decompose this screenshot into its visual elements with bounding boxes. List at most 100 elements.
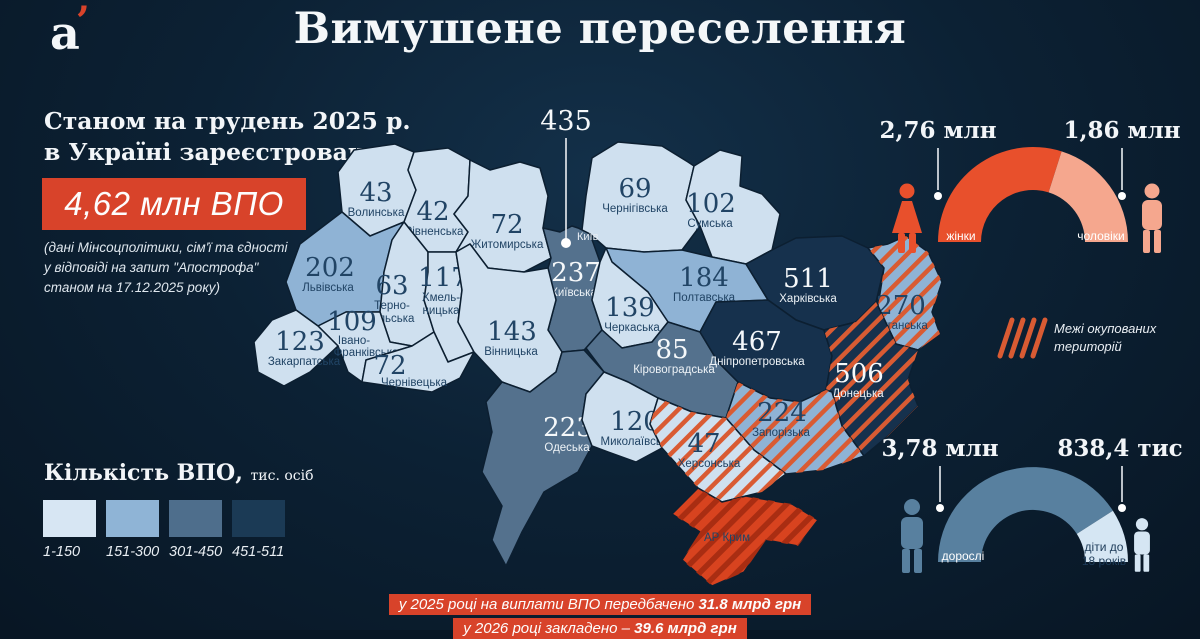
men-label: чоловіки <box>1077 229 1124 243</box>
footer-2026-text: у 2026 році закладено – <box>463 620 635 637</box>
gender-slice-men <box>1048 151 1128 242</box>
kyiv-city-label: Київ <box>577 231 599 243</box>
apostrophe-logo: а’ <box>50 0 94 60</box>
legend-label-2: 151-300 <box>106 544 160 560</box>
intro-line1: Станом на грудень 2025 р. <box>44 107 411 135</box>
svg-text:270: 270 <box>876 291 926 321</box>
svg-text:Львівська: Львівська <box>302 282 354 294</box>
age-slice-children <box>1076 510 1128 562</box>
children-label-line1: діти до <box>1085 540 1124 554</box>
svg-text:Сумська: Сумська <box>687 218 733 230</box>
legend-swatch-151-300 <box>106 500 159 537</box>
kyiv-city-callout: 435 Київ <box>540 106 599 248</box>
women-label: жінки <box>946 229 975 243</box>
occupied-territories-legend: Межі окупованих територій <box>997 317 1157 359</box>
adult-icon <box>901 499 923 573</box>
svg-text:102: 102 <box>686 189 736 219</box>
legend-label-3: 301-450 <box>169 544 223 560</box>
region-cherkaska: 139 Черкаська <box>591 247 669 349</box>
svg-text:72: 72 <box>373 351 406 381</box>
legend-unit: тис. осіб <box>250 468 314 484</box>
svg-text:43: 43 <box>359 178 392 208</box>
legend-label-4: 451-511 <box>232 544 285 560</box>
svg-text:42: 42 <box>416 197 449 227</box>
svg-text:Миколаївська: Миколаївська <box>600 436 674 448</box>
logo-apostrophe-icon: ’ <box>75 0 90 45</box>
gender-slice-women <box>938 146 1062 242</box>
svg-text:Рівненська: Рівненська <box>405 226 464 238</box>
region-odeska: 223 Одеська <box>481 349 605 567</box>
region-kyivska: 237 Київська <box>542 225 603 353</box>
svg-text:Вінницька: Вінницька <box>484 346 538 358</box>
svg-text:63: 63 <box>375 271 408 301</box>
footer-2026-amount: 39.6 млрд грн <box>634 620 737 637</box>
legend-label-1: 1-150 <box>43 544 81 560</box>
age-half-donut-chart: 3,78 млн 838,4 тис дорослі діти до 18 ро… <box>881 435 1183 573</box>
svg-text:Херсонська: Херсонська <box>678 458 741 470</box>
adults-value: 3,78 млн <box>881 435 998 462</box>
choropleth-legend-title: Кількість ВПО, тис. осіб <box>44 460 314 486</box>
occupied-legend-line2: територій <box>1054 339 1122 354</box>
kyiv-dot-icon <box>561 238 571 248</box>
region-zakarpatska: 123 Закарпатська <box>253 309 341 387</box>
svg-text:Терно-: Терно- <box>374 300 410 312</box>
svg-text:237: 237 <box>551 258 601 288</box>
legend-swatch-451-511 <box>232 500 285 537</box>
occupied-hatch-icon <box>997 317 1048 359</box>
region-lvivska: 202 Львівська <box>285 211 405 327</box>
svg-text:Житомирська: Житомирська <box>471 239 544 251</box>
svg-text:Донецька: Донецька <box>832 388 884 400</box>
svg-text:Запорізька: Запорізька <box>752 427 810 439</box>
svg-text:143: 143 <box>487 317 537 347</box>
legend-swatch-1-150 <box>43 500 96 537</box>
age-slice-adults <box>938 467 1113 562</box>
intro-line2: в Україні зареєстровано <box>44 138 381 166</box>
svg-text:467: 467 <box>732 327 782 357</box>
svg-text:506: 506 <box>834 359 884 389</box>
legend-title-text: Кількість ВПО, <box>44 460 243 486</box>
children-label-line2: 18 років <box>1082 554 1126 568</box>
svg-text:Чернівецька: Чернівецька <box>381 377 448 389</box>
svg-text:85: 85 <box>655 335 688 365</box>
child-icon <box>1134 518 1150 572</box>
kyiv-value: 435 <box>540 106 592 137</box>
svg-text:Одеська: Одеська <box>544 442 590 454</box>
source-note-line2: у відповіді на запит "Апострофа" <box>44 260 259 275</box>
svg-text:Черкаська: Черкаська <box>604 322 660 334</box>
region-donetska: 506 Донецька <box>823 301 919 457</box>
source-note-line3: станом на 17.12.2025 року) <box>44 280 220 295</box>
svg-text:69: 69 <box>618 174 651 204</box>
occupied-legend-line1: Межі окупованих <box>1054 321 1157 336</box>
svg-text:184: 184 <box>679 263 729 293</box>
svg-text:72: 72 <box>490 210 523 240</box>
idp-total-highlight: 4,62 млн ВПО <box>42 178 306 230</box>
region-khersonska: 47 Херсонська <box>649 397 787 503</box>
region-mykolaivska: 120 Миколаївська <box>581 371 674 463</box>
ukraine-choropleth-map: 43 Волинська 42 Рівненська 72 Житомирськ… <box>253 106 943 587</box>
page-title: Вимушене переселення <box>293 4 907 54</box>
svg-text:Дніпропетровська: Дніпропетровська <box>709 356 805 368</box>
men-value: 1,86 млн <box>1063 117 1180 144</box>
svg-text:Чернігівська: Чернігівська <box>602 203 668 215</box>
svg-text:Кіровоградська: Кіровоградська <box>633 364 715 376</box>
svg-text:47: 47 <box>687 429 720 459</box>
source-note-line1: (дані Мінсоцполітики, сім'ї та єдності <box>44 240 288 255</box>
logo-letter: а <box>50 6 80 60</box>
svg-text:Київська: Київська <box>551 287 597 299</box>
svg-text:139: 139 <box>605 293 655 323</box>
region-krym: АР Крим <box>671 487 819 587</box>
region-chernihivska: 69 Чернігівська <box>577 141 701 253</box>
svg-text:511: 511 <box>783 264 833 294</box>
footer-banners: у 2025 році на виплати ВПО передбачено 3… <box>0 594 1200 639</box>
woman-icon <box>892 183 922 253</box>
children-value: 838,4 тис <box>1057 435 1182 462</box>
choropleth-legend-swatches <box>43 500 285 537</box>
svg-text:Івано-: Івано- <box>338 335 370 347</box>
region-rivnenska: 42 Рівненська <box>403 147 471 253</box>
svg-text:Хмель-: Хмель- <box>422 292 460 304</box>
legend-swatch-301-450 <box>169 500 222 537</box>
adults-label: дорослі <box>942 549 985 563</box>
footer-2025-text: у 2025 році на виплати ВПО передбачено <box>398 596 699 613</box>
